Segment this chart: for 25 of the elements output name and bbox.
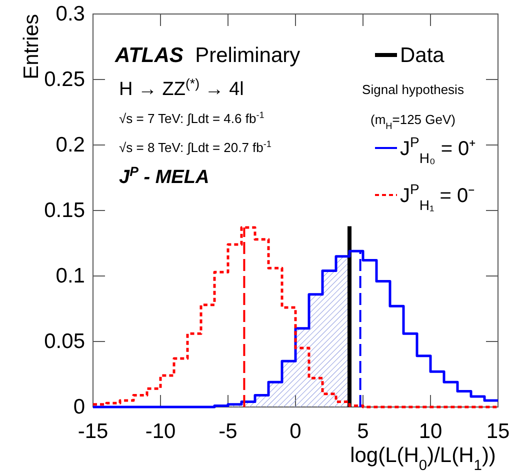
x-tick-label: 0 — [290, 420, 302, 443]
annotation: √s = 7 TeV: ∫Ldt = 4.6 fb$^{-1}$ — [119, 110, 264, 126]
x-tick-label: -15 — [78, 420, 108, 443]
annotation: ATLAS Preliminary — [114, 44, 301, 67]
annotation: J$^{P}$ - MELA — [119, 164, 210, 188]
x-tick-label: -10 — [145, 420, 176, 443]
x-tick-label: -5 — [218, 420, 238, 443]
annotation: H → ZZ$^{(*)}$ → 4l — [119, 76, 244, 100]
y-tick-label: 0.15 — [44, 199, 85, 222]
y-tick-label: 0 — [73, 396, 85, 419]
legend-label: J$^{P}$$_{H₀}$ = 0⁺ — [400, 134, 476, 166]
legend-label: Data — [400, 44, 445, 67]
y-tick-label: 0.05 — [44, 330, 85, 354]
y-tick-label: 0.25 — [44, 68, 85, 92]
legend-title: Signal hypothesis (m$_{H}$=125 GeV) — [362, 82, 464, 131]
annotation: √s = 8 TeV: ∫Ldt = 20.7 fb$^{-1}$ — [119, 139, 272, 155]
y-tick-label: 0.2 — [56, 134, 85, 157]
y-axis-title: Entries — [20, 14, 43, 80]
x-tick-label: 15 — [486, 420, 510, 443]
x-axis-title: log(L(H$_{0}$)/L(H$_{1}$)) — [350, 444, 496, 474]
x-tick-label: 5 — [357, 420, 369, 443]
y-tick-label: 0.1 — [56, 264, 85, 288]
legend-label: J$^{P}$$_{H₁}$ = 0⁻ — [400, 181, 476, 213]
x-tick-label: 10 — [418, 420, 442, 443]
y-tick-label: 0.3 — [56, 2, 85, 26]
